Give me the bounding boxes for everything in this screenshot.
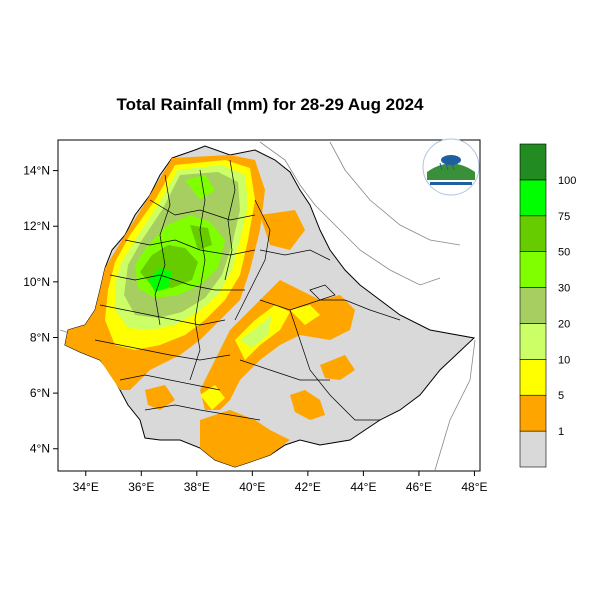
legend-label: 20 [558, 318, 570, 330]
x-tick-label: 36°E [128, 480, 154, 494]
x-tick-label: 38°E [184, 480, 210, 494]
legend-swatch [519, 323, 547, 360]
legend-swatch [519, 287, 547, 324]
legend-swatch [519, 179, 547, 217]
legend-swatch [519, 251, 547, 288]
legend-swatch [519, 143, 547, 181]
institute-logo [422, 138, 480, 196]
color-legend: 1 5 10 20 30 50 75 100 [519, 143, 576, 468]
legend-label: 50 [558, 247, 570, 259]
y-tick-label: 10°N [23, 275, 50, 289]
x-tick-label: 40°E [239, 480, 265, 494]
x-axis-ticks: 34°E 36°E 38°E 40°E 42°E 44°E 46°E 48°E [73, 471, 488, 494]
x-tick-label: 44°E [350, 480, 376, 494]
legend-label: 100 [558, 175, 576, 187]
y-tick-label: 12°N [23, 219, 50, 233]
legend-label: 30 [558, 283, 570, 295]
y-tick-label: 4°N [30, 442, 50, 456]
regional-boundaries [94, 159, 401, 421]
legend-swatch [519, 359, 547, 396]
x-tick-label: 48°E [461, 480, 487, 494]
neighbor-borders [59, 141, 476, 471]
y-tick-label: 14°N [23, 164, 50, 178]
legend-swatch [519, 215, 547, 252]
x-tick-label: 42°E [295, 480, 321, 494]
x-tick-label: 34°E [73, 480, 99, 494]
map-title: Total Rainfall (mm) for 28-29 Aug 2024 [116, 95, 424, 114]
y-axis-ticks: 14°N 12°N 10°N 8°N 6°N 4°N [23, 164, 58, 456]
legend-label: 75 [558, 211, 570, 223]
legend-swatch [519, 394, 547, 432]
legend-label: 1 [558, 426, 564, 438]
legend-label: 10 [558, 354, 570, 366]
y-tick-label: 8°N [30, 330, 50, 344]
legend-swatch [519, 430, 547, 468]
y-tick-label: 6°N [30, 386, 50, 400]
x-tick-label: 46°E [406, 480, 432, 494]
legend-label: 5 [558, 390, 564, 402]
